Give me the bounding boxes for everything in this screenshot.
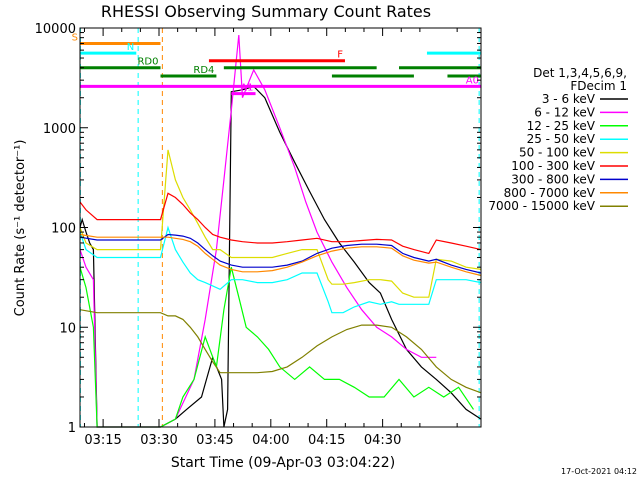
x-tick-label-2: 03:45 [196,433,233,448]
legend-header-line-1: Det 1,3,4,5,6,9, [533,66,627,80]
legend-label-6: 300 - 800 keV [511,172,595,186]
series-line-7 [79,233,482,277]
legend-label-2: 12 - 25 keV [527,119,596,133]
state-bar-label-0: S [72,32,78,43]
series-line-8 [79,309,482,394]
legend-label-5: 100 - 300 keV [511,159,595,173]
x-tick-label-1: 03:30 [140,433,177,448]
legend-label-3: 25 - 50 keV [527,132,596,146]
axes: 1 10 100 1000 10000 03:15 03:30 03:45 04:00 04:15… [35,22,481,448]
y-tick-label-0: 1 [68,421,76,436]
series-line-2 [79,267,474,428]
y-tick-label-1: 10 [59,321,76,336]
state-bar-label-6: A1 [240,83,253,94]
legend-label-7: 800 - 7000 keV [504,186,596,200]
series-line-6 [79,233,482,274]
x-tick-label-3: 04:00 [252,433,289,448]
state-bar-label-1: N [127,42,134,53]
legend-label-4: 50 - 100 keV [519,146,596,160]
state-bar-label-3: RD0 [137,57,158,68]
y-tick-label-4: 10000 [35,22,76,37]
legend-header-line-2: FDecim 1 [570,79,627,93]
x-axis-label: Start Time (09-Apr-03 03:04:22) [171,455,395,471]
series-line-4 [79,149,482,298]
x-tick-label-5: 04:30 [364,433,401,448]
x-tick-label-4: 04:15 [308,433,345,448]
state-bar-label-2: F [337,50,343,61]
y-tick-label-2: 100 [51,222,76,237]
state-bars: S N F RD0 RD4 A0 A1 [72,32,481,96]
series-line-5 [79,192,482,255]
y-tick-label-3: 1000 [43,122,76,137]
state-bar-label-4: RD4 [193,65,214,76]
y-axis-label: Count Rate (s⁻¹ detector⁻¹) [13,140,28,317]
legend-label-1: 6 - 12 keV [534,105,596,119]
legend-label-8: 7000 - 15000 keV [488,199,595,213]
series-line-3 [79,225,482,314]
x-tick-label-0: 03:15 [84,433,121,448]
footer-timestamp: 17-Oct-2021 04:12 [561,467,637,476]
state-bar-label-5: A0 [466,75,479,86]
legend-label-0: 3 - 6 keV [542,92,596,106]
chart-title: RHESSI Observing Summary Count Rates [101,2,431,21]
